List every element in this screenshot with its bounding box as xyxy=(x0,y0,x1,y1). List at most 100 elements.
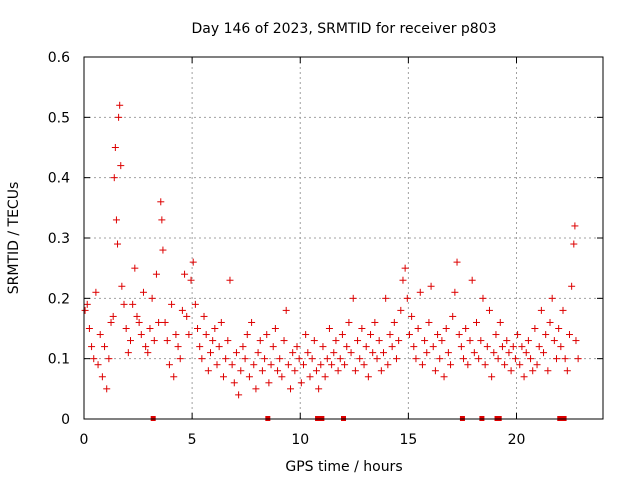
data-point xyxy=(271,325,279,332)
data-point xyxy=(198,355,206,363)
data-point xyxy=(498,343,506,351)
data-point xyxy=(418,361,426,369)
data-point xyxy=(178,306,186,314)
data-point xyxy=(310,337,318,345)
data-point xyxy=(571,222,579,230)
data-point xyxy=(546,318,554,326)
x-axis-label: GPS time / hours xyxy=(285,459,402,475)
x-tick-label: 0 xyxy=(80,432,89,448)
data-point xyxy=(312,367,320,375)
data-point xyxy=(263,331,271,339)
data-point xyxy=(386,331,394,339)
data-point xyxy=(492,331,500,339)
data-point xyxy=(135,318,143,326)
data-point xyxy=(146,325,154,332)
data-point xyxy=(230,379,238,387)
y-tick-label: 0.3 xyxy=(48,231,70,247)
data-point xyxy=(170,373,178,381)
data-point xyxy=(224,337,232,345)
data-point xyxy=(98,373,106,381)
data-point xyxy=(267,361,275,369)
data-point xyxy=(529,367,537,375)
data-point xyxy=(436,355,444,363)
data-point xyxy=(122,325,130,332)
data-point xyxy=(362,343,370,351)
data-point xyxy=(574,355,582,363)
data-point xyxy=(431,367,439,375)
data-point xyxy=(115,113,123,121)
data-point xyxy=(158,216,166,224)
data-point xyxy=(101,343,109,351)
data-point xyxy=(172,331,180,339)
x-tick-label: 20 xyxy=(508,432,526,448)
data-point xyxy=(338,331,346,339)
data-point xyxy=(397,306,405,314)
data-point xyxy=(194,325,202,332)
data-point xyxy=(90,355,98,363)
data-point xyxy=(494,355,502,363)
data-point xyxy=(451,288,459,296)
data-point xyxy=(114,240,122,248)
data-point xyxy=(110,174,118,182)
data-point xyxy=(215,343,223,351)
data-point xyxy=(488,373,496,381)
data-point xyxy=(157,198,165,206)
data-point xyxy=(520,373,528,381)
data-point xyxy=(112,216,120,224)
data-point xyxy=(183,312,191,320)
data-point xyxy=(256,337,264,345)
data-point xyxy=(126,337,134,345)
data-point xyxy=(537,306,545,314)
axis-ticks: 0 0.1 0.2 0.3 0.4 0.5 0.6 0 5 10 15 20 xyxy=(48,50,603,448)
data-point xyxy=(572,337,580,345)
data-point xyxy=(219,373,227,381)
data-point xyxy=(85,325,93,332)
data-point xyxy=(181,270,189,278)
data-point xyxy=(105,355,113,363)
y-tick-label: 0.4 xyxy=(48,171,70,187)
data-point xyxy=(434,331,442,339)
data-point xyxy=(152,270,160,278)
data-point xyxy=(392,355,400,363)
data-point xyxy=(568,282,576,290)
data-point xyxy=(496,318,504,326)
data-point xyxy=(557,343,565,351)
data-point xyxy=(527,355,535,363)
data-point xyxy=(388,343,396,351)
data-point xyxy=(358,325,366,332)
data-point xyxy=(243,331,251,339)
data-point xyxy=(302,331,310,339)
data-point xyxy=(315,385,323,393)
data-point xyxy=(505,349,513,357)
data-point xyxy=(453,258,461,266)
data-point xyxy=(555,325,563,332)
data-point xyxy=(284,361,292,369)
data-point xyxy=(321,373,329,381)
data-point xyxy=(483,343,491,351)
data-point xyxy=(232,349,240,357)
x-tick-label: 10 xyxy=(291,432,309,448)
data-point xyxy=(189,258,197,266)
data-point xyxy=(472,318,480,326)
data-point xyxy=(213,361,221,369)
data-point xyxy=(423,349,431,357)
y-axis-label: SRMTID / TECUs xyxy=(6,182,22,295)
data-point xyxy=(325,325,333,332)
data-point xyxy=(165,361,173,369)
data-point xyxy=(501,361,509,369)
data-point xyxy=(570,240,578,248)
data-point xyxy=(103,385,111,393)
data-point xyxy=(200,312,208,320)
data-point xyxy=(148,294,156,302)
data-point xyxy=(455,331,463,339)
data-point xyxy=(317,361,325,369)
data-point xyxy=(377,367,385,375)
data-point xyxy=(442,325,450,332)
data-point xyxy=(479,294,487,302)
data-point xyxy=(120,300,128,308)
data-point xyxy=(540,349,548,357)
data-point xyxy=(217,318,225,326)
data-point xyxy=(107,318,115,326)
data-point xyxy=(516,361,524,369)
